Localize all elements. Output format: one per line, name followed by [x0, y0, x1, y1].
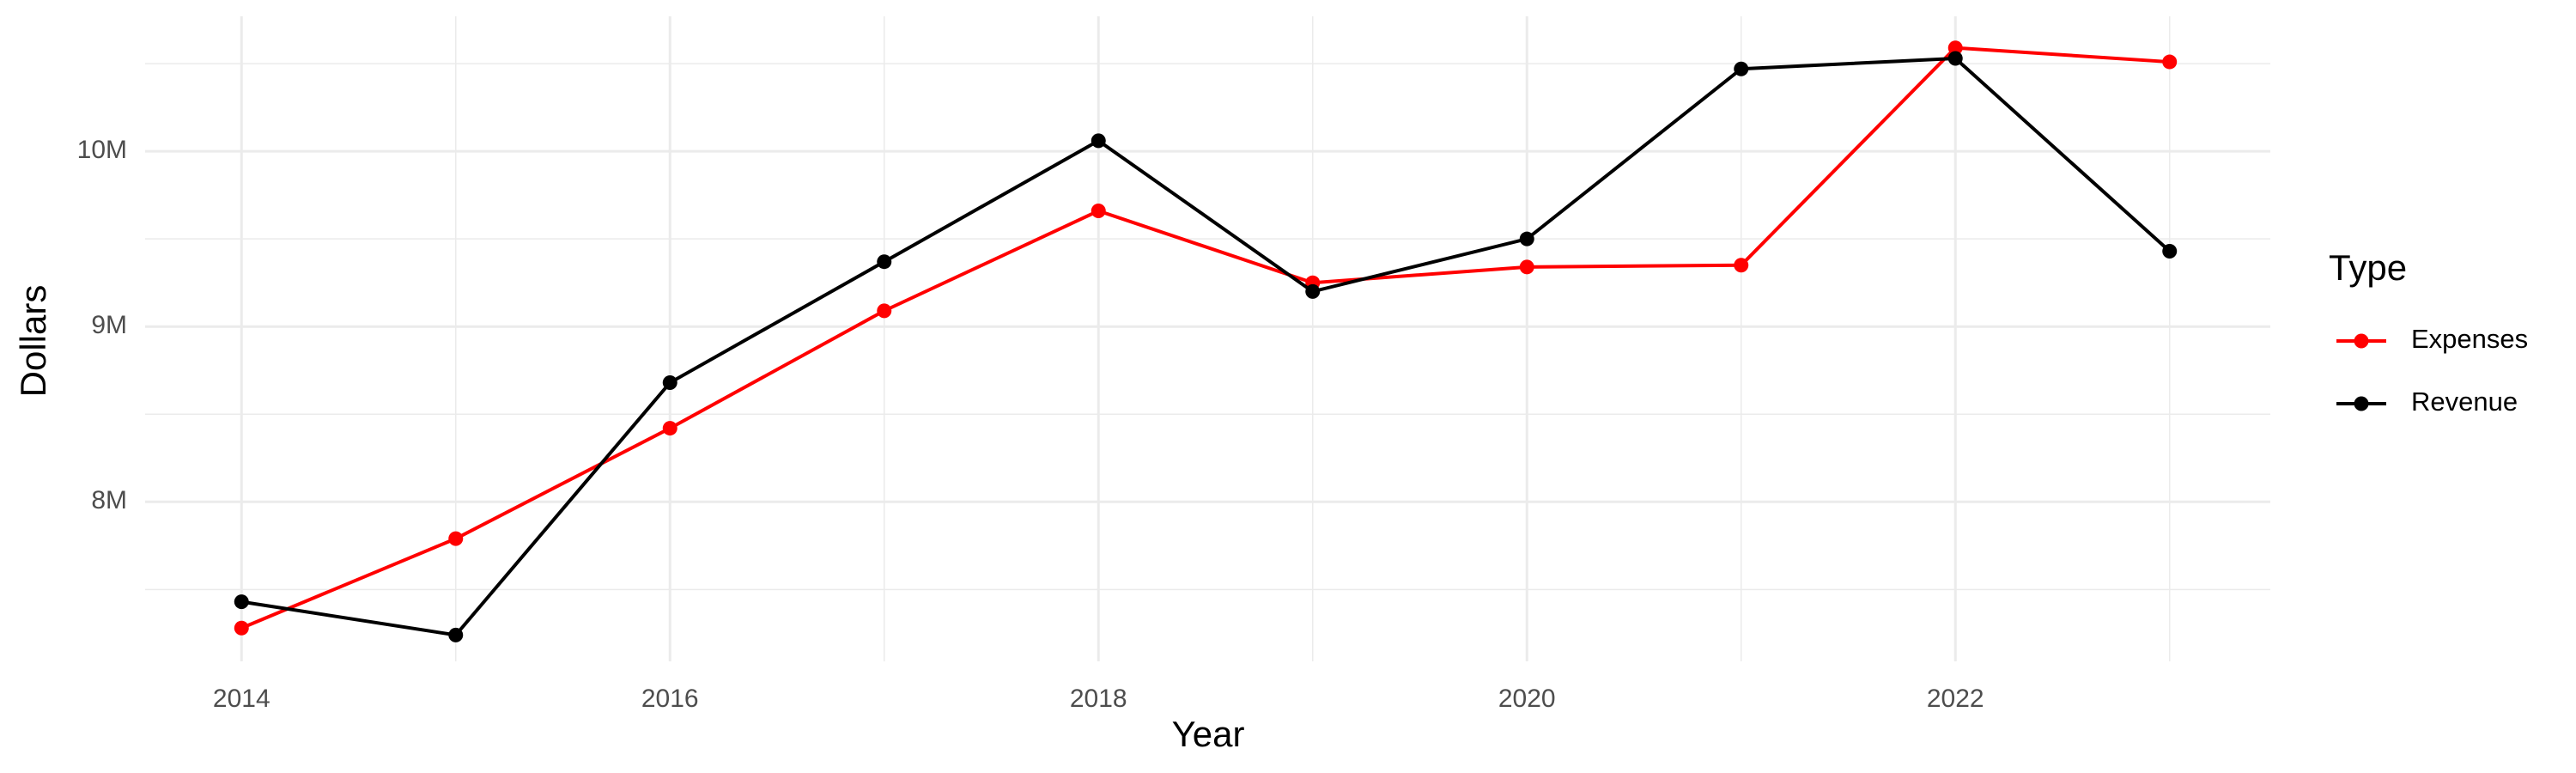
data-point [234, 594, 249, 610]
legend-title: Type [2329, 247, 2407, 288]
x-tick-label: 2022 [1927, 685, 1984, 713]
series-line [240, 56, 2172, 637]
x-tick-label: 2016 [641, 685, 699, 713]
legend-label: Revenue [2411, 386, 2518, 417]
x-axis-title: Year [1172, 714, 1245, 754]
data-point [1305, 283, 1321, 299]
data-point [1519, 259, 1534, 275]
data-point [448, 627, 464, 642]
legend-label: Expenses [2411, 324, 2528, 354]
y-tick-label: 8M [91, 486, 127, 514]
data-point [448, 531, 464, 546]
legend-key-point [2354, 333, 2369, 349]
data-point [1947, 40, 1963, 56]
data-point [1091, 204, 1106, 219]
x-tick-label: 2020 [1498, 685, 1556, 713]
data-point [1091, 133, 1106, 149]
y-tick-label: 9M [91, 311, 127, 339]
y-tick-label: 10M [77, 136, 127, 164]
data-point [877, 303, 892, 319]
data-point [662, 421, 677, 436]
series-line [240, 46, 2170, 630]
x-tick-label: 2014 [213, 685, 270, 713]
data-point [1734, 258, 1749, 273]
data-point [1947, 51, 1963, 66]
data-point [2162, 243, 2178, 259]
data-point [877, 254, 892, 270]
data-point [2162, 54, 2178, 70]
y-axis-title: Dollars [13, 285, 53, 398]
data-point [1734, 61, 1749, 76]
legend-key-point [2354, 396, 2369, 411]
data-point [234, 620, 249, 636]
data-point [662, 375, 677, 391]
data-point [1519, 231, 1534, 247]
x-tick-label: 2018 [1070, 685, 1127, 713]
